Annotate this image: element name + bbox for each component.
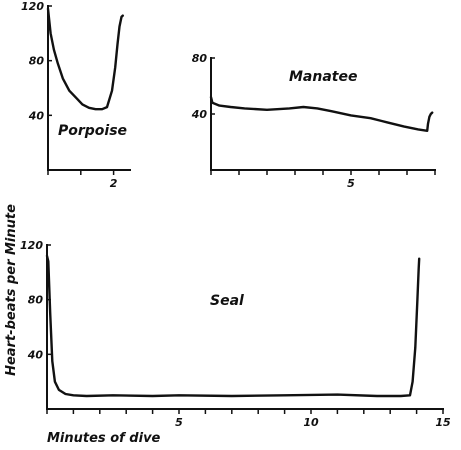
- seal-x-tick-label: 10: [303, 416, 319, 429]
- porpoise-y-tick-label: 40: [28, 109, 45, 122]
- porpoise-panel: 2 40 80 120 Porpoise: [21, 0, 131, 190]
- seal-panel-label: Seal: [210, 293, 244, 309]
- y-axis-title: Heart-beats per Minute: [4, 204, 19, 376]
- seal-y-tick-label: 40: [27, 348, 44, 361]
- seal-x-tick-label: 5: [175, 416, 183, 429]
- porpoise-y-tick-label: 120: [21, 0, 44, 13]
- seal-panel: 5 10 15 40 80 120 Seal: [20, 239, 451, 429]
- seal-x-tick-label: 15: [435, 416, 451, 429]
- manatee-panel: 5 40 80 Manatee: [191, 52, 436, 190]
- manatee-heart-rate-line: [209, 95, 434, 133]
- seal-y-tick-label: 80: [28, 294, 44, 307]
- seal-heart-rate-line: [45, 254, 421, 398]
- porpoise-heart-rate-line: [46, 7, 125, 111]
- porpoise-y-tick-label: 80: [29, 55, 45, 68]
- porpoise-x-tick-label: 2: [110, 177, 118, 190]
- manatee-x-tick-label: 5: [347, 177, 355, 190]
- manatee-panel-label: Manatee: [289, 69, 357, 85]
- x-axis-title: Minutes of dive: [47, 431, 161, 446]
- seal-y-tick-label: 120: [20, 239, 43, 252]
- manatee-y-tick-label: 40: [191, 108, 208, 121]
- manatee-y-tick-label: 80: [192, 52, 208, 65]
- porpoise-panel-label: Porpoise: [58, 123, 127, 139]
